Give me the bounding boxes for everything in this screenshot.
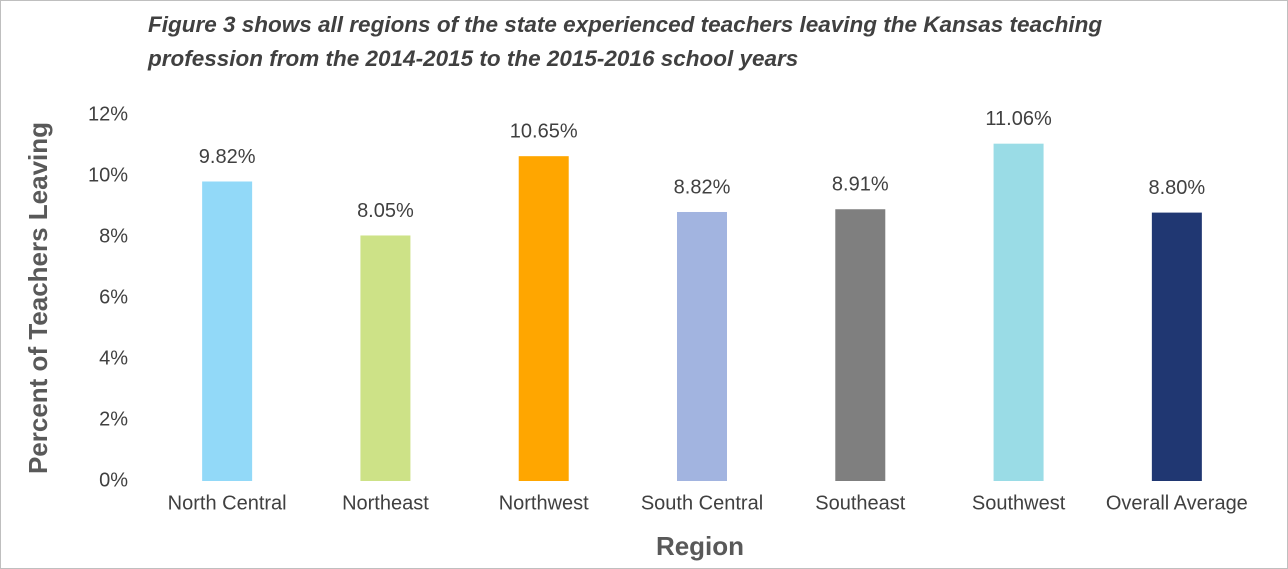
x-tick-label: Southeast — [815, 492, 906, 514]
y-axis-label: Percent of Teachers Leaving — [23, 122, 53, 474]
bar — [1151, 212, 1202, 481]
bar — [360, 235, 411, 481]
bar — [993, 143, 1044, 482]
value-label: 10.65% — [510, 120, 578, 142]
x-tick-label: Northeast — [342, 492, 429, 514]
value-label: 11.06% — [985, 108, 1052, 130]
y-tick-label: 6% — [99, 286, 128, 308]
value-label: 8.91% — [832, 174, 889, 196]
bar — [677, 211, 727, 482]
y-tick-label: 4% — [99, 347, 128, 369]
x-tick-label: South Central — [641, 492, 763, 514]
y-tick-label: 0% — [99, 469, 128, 491]
x-axis-label: Region — [656, 531, 744, 561]
y-tick-label: 10% — [88, 164, 128, 186]
value-label: 8.82% — [674, 176, 731, 198]
x-tick-label: Southwest — [972, 492, 1066, 514]
x-tick-label: Overall Average — [1106, 492, 1248, 514]
value-label: 8.80% — [1148, 177, 1205, 199]
y-tick-label: 2% — [99, 408, 128, 430]
bar — [835, 209, 886, 481]
bar — [518, 156, 569, 482]
y-tick-label: 12% — [88, 103, 128, 125]
value-label: 8.05% — [357, 200, 414, 222]
x-tick-label: Northwest — [499, 492, 589, 514]
chart-title: Figure 3 shows all regions of the state … — [148, 12, 1103, 71]
bar — [202, 181, 253, 482]
x-tick-label: North Central — [168, 492, 287, 514]
y-tick-label: 8% — [99, 225, 128, 247]
value-label: 9.82% — [199, 146, 256, 168]
